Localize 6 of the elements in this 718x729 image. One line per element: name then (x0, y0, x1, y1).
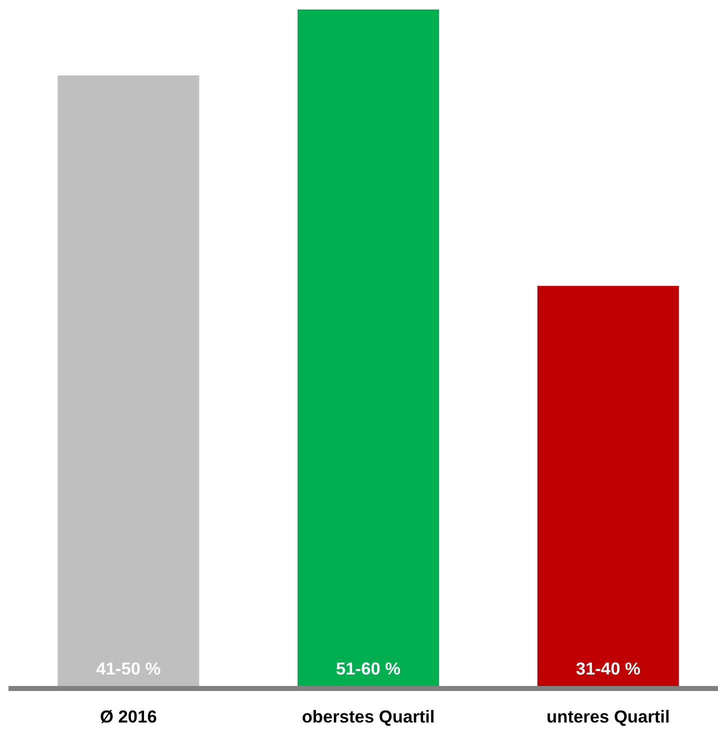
annotation: 41-50 % (96, 658, 161, 678)
annotation: 31-40 % (576, 658, 640, 678)
x-tick-label: oberstes Quartil (302, 706, 435, 726)
annotation: 51-60 % (336, 658, 401, 678)
x-tick-label: Ø 2016 (100, 706, 158, 726)
x-tick-label: unteres Quartil (546, 706, 670, 726)
